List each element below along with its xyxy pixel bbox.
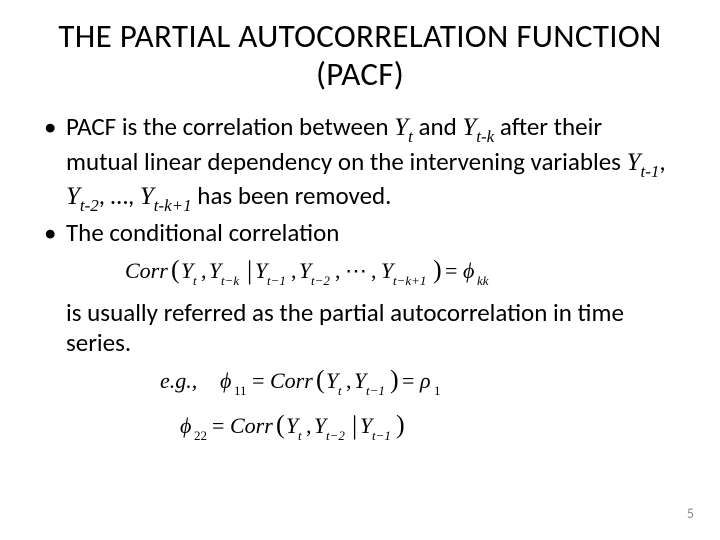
svg-text:1: 1	[434, 383, 441, 398]
svg-text:ϕ: ϕ	[463, 258, 474, 283]
svg-text:,: ,	[201, 258, 207, 283]
svg-text:(: (	[276, 410, 285, 439]
svg-text:=: =	[212, 413, 224, 438]
slide: THE PARTIAL AUTOCORRELATION FUNCTION (PA…	[0, 0, 720, 540]
b1-end: has been removed.	[192, 180, 392, 211]
b1-ytk-sub: t-k	[476, 127, 494, 146]
svg-text:t−2: t−2	[326, 428, 345, 443]
svg-text:⋯: ⋯	[345, 258, 367, 283]
b1-ytk: Y	[462, 114, 476, 141]
svg-text:,: ,	[335, 258, 341, 283]
svg-text:): )	[396, 410, 405, 439]
svg-text:(: (	[316, 365, 325, 394]
svg-text:): )	[433, 255, 442, 284]
svg-text:t−1: t−1	[366, 383, 385, 398]
b1-v1: Y	[627, 149, 641, 176]
b2-text: The conditional correlation	[66, 217, 339, 248]
b1-yt: Y	[394, 114, 408, 141]
svg-text:ϕ: ϕ	[220, 368, 231, 393]
svg-text:Corr: Corr	[125, 258, 168, 283]
svg-text:=: =	[252, 368, 264, 393]
b1-v3-sub: t-k+1	[154, 196, 192, 215]
b1-v2: Y	[66, 183, 80, 210]
svg-text:Corr: Corr	[270, 368, 313, 393]
slide-title: THE PARTIAL AUTOCORRELATION FUNCTION (PA…	[40, 18, 680, 94]
bullet-1: PACF is the correlation between Yt and Y…	[40, 112, 680, 216]
svg-text:ϕ: ϕ	[180, 413, 191, 438]
svg-text:,: ,	[346, 368, 352, 393]
svg-text:e.g.,: e.g.,	[160, 368, 197, 393]
svg-text:t−k: t−k	[221, 273, 239, 288]
svg-text:t−2: t−2	[311, 273, 330, 288]
b1-and: and	[413, 111, 463, 142]
svg-text:kk: kk	[477, 273, 489, 288]
svg-text:t−k+1: t−k+1	[393, 273, 426, 288]
b1-c2: , …,	[99, 180, 140, 211]
svg-text:t: t	[338, 383, 342, 398]
b1-v3: Y	[140, 183, 154, 210]
svg-text:Corr: Corr	[230, 413, 273, 438]
svg-text:11: 11	[234, 383, 247, 398]
svg-text:=: =	[402, 368, 414, 393]
svg-text:t: t	[193, 273, 197, 288]
svg-text:22: 22	[194, 428, 207, 443]
svg-text:t−1: t−1	[267, 273, 286, 288]
svg-text:t: t	[298, 428, 302, 443]
svg-text:|: |	[352, 411, 357, 440]
continuation-text: is usually referred as the partial autoc…	[40, 298, 680, 359]
svg-text:t−1: t−1	[372, 428, 391, 443]
formula-3: ϕ 22 = Corr ( Y t , Y t−2 | Y t−1 )	[40, 410, 680, 449]
svg-text:|: |	[247, 256, 252, 285]
svg-text:(: (	[171, 255, 180, 284]
svg-text:=: =	[445, 258, 457, 283]
b1-v1-sub: t-1	[641, 162, 660, 181]
formula-1: Corr ( Y t , Y t−k | Y t−1 , Y t−2 , ⋯ ,…	[40, 255, 680, 294]
b1-yt-sub: t	[408, 127, 413, 146]
formula-2: e.g., ϕ 11 = Corr ( Y t , Y t−1 ) = ρ 1	[40, 365, 680, 404]
bullet-list: PACF is the correlation between Yt and Y…	[40, 112, 680, 249]
b1-c1: ,	[659, 146, 665, 177]
bullet-2: The conditional correlation	[40, 218, 680, 249]
b1-text-pre: PACF is the correlation between	[66, 111, 394, 142]
svg-text:,: ,	[291, 258, 297, 283]
page-number: 5	[687, 505, 694, 522]
svg-text:,: ,	[306, 413, 312, 438]
svg-text:): )	[390, 365, 399, 394]
b1-v2-sub: t-2	[80, 196, 99, 215]
svg-text:,: ,	[371, 258, 377, 283]
svg-text:ρ: ρ	[419, 368, 431, 393]
